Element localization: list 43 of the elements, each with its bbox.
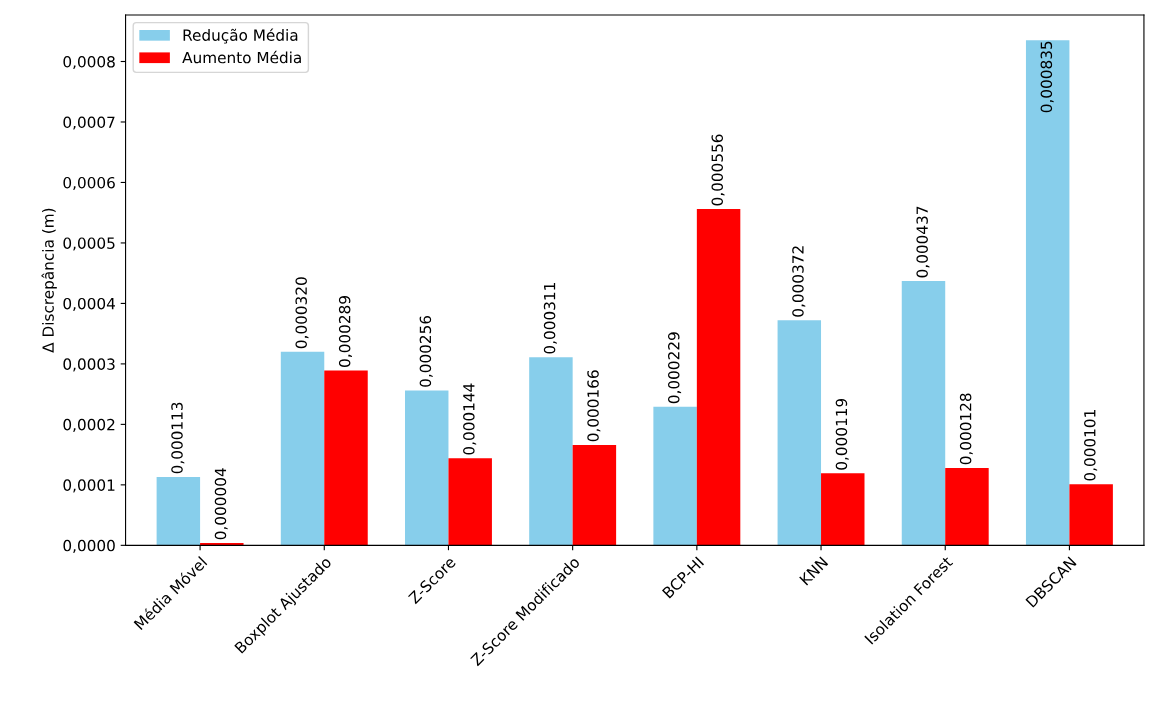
y-tick-label: 0,0002	[63, 418, 115, 432]
data-label: 0,000372	[792, 246, 806, 317]
bar	[448, 458, 492, 546]
y-tick-label: 0,0001	[63, 479, 115, 493]
y-tick-label: 0,0007	[63, 116, 115, 130]
data-label: 0,000166	[587, 370, 601, 442]
data-label: 0,000101	[1084, 410, 1098, 481]
bar	[821, 473, 865, 546]
data-label: 0,000835	[1040, 41, 1054, 113]
y-tick-label: 0,0000	[63, 539, 115, 553]
y-tick-label: 0,0004	[63, 297, 115, 311]
data-label: 0,000289	[338, 296, 352, 367]
data-label: 0,000144	[463, 383, 477, 455]
data-label: 0,000004	[214, 468, 228, 540]
bar	[156, 477, 201, 546]
data-label: 0,000229	[667, 332, 682, 404]
data-label: 0,000113	[171, 402, 185, 474]
bar	[945, 467, 989, 546]
legend-label: Aumento Média	[182, 50, 301, 64]
data-label: 0,000320	[295, 277, 309, 349]
data-label: 0,000256	[419, 315, 433, 387]
y-tick-label: 0,0005	[63, 237, 115, 251]
bar	[1069, 484, 1113, 546]
bar	[572, 444, 617, 546]
bar	[901, 281, 946, 546]
y-tick-label: 0,0008	[63, 55, 115, 70]
data-label: 0,000119	[835, 398, 849, 470]
bar	[280, 351, 325, 546]
bar	[529, 357, 573, 546]
y-axis-title: Δ Discrepância (m)	[41, 208, 57, 353]
bar	[324, 370, 368, 546]
bar	[1025, 40, 1070, 546]
bar	[405, 390, 449, 546]
data-label: 0,000311	[543, 283, 557, 354]
bar	[696, 209, 741, 546]
bar	[653, 406, 697, 546]
bar	[777, 320, 822, 546]
data-label: 0,000556	[711, 134, 725, 206]
y-tick-label: 0,0003	[63, 358, 115, 372]
data-label: 0,000437	[916, 206, 930, 278]
y-tick-label: 0,0006	[63, 176, 115, 191]
data-label: 0,000128	[959, 393, 973, 465]
legend-label: Redução Média	[183, 28, 298, 44]
